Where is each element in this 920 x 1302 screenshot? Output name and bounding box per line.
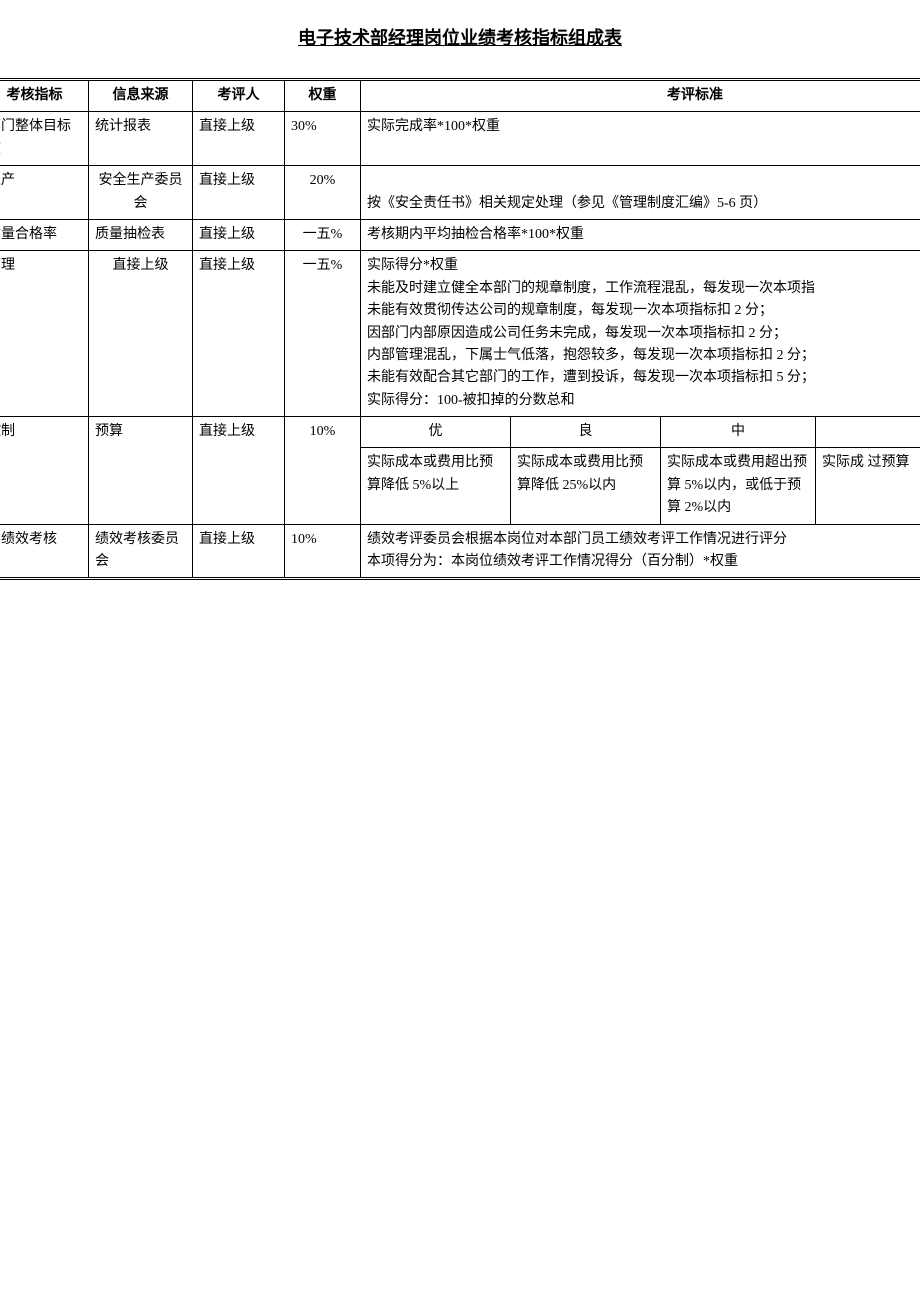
cell-source: 安全生产委员会	[89, 166, 193, 220]
cell-evaluator: 直接上级	[193, 251, 285, 417]
grade-header: 中	[661, 417, 816, 448]
cell-evaluator: 直接上级	[193, 524, 285, 579]
grade-desc: 实际成 过预算	[816, 448, 920, 524]
cell-indicator: 属绩效考核	[0, 524, 89, 579]
header-standard: 考评标准	[361, 80, 920, 112]
cell-weight: 一五%	[285, 251, 361, 417]
cell-weight: 一五%	[285, 219, 361, 250]
cell-standard: 按《安全责任书》相关规定处理（参见《管理制度汇编》5-6 页）	[361, 166, 920, 220]
cell-standard: 考核期内平均抽检合格率*100*权重	[361, 219, 920, 250]
standard-line: 本项得分为：本岗位绩效考评工作情况得分（百分制）*权重	[367, 554, 738, 569]
table-row: 控制 预算 直接上级 10% 优 良 中	[0, 417, 920, 448]
standard-line: 实际得分*权重	[367, 258, 458, 273]
cell-indicator: 管理	[0, 251, 89, 417]
cell-indicator: 质量合格率	[0, 219, 89, 250]
standard-line: 实际得分：100-被扣掉的分数总和	[367, 393, 575, 408]
header-indicator: 考核指标	[0, 80, 89, 112]
page-title: 电子技术部经理岗位业绩考核指标组成表	[0, 0, 920, 78]
cell-source: 直接上级	[89, 251, 193, 417]
cell-indicator: 部门整体目标 度	[0, 112, 89, 166]
table-row: 生产 安全生产委员会 直接上级 20% 按《安全责任书》相关规定处理（参见《管理…	[0, 166, 920, 220]
cell-source: 质量抽检表	[89, 219, 193, 250]
standard-line: 未能有效贯彻传达公司的规章制度，每发现一次本项指标扣 2 分；	[367, 303, 773, 318]
table-row: 质量合格率 质量抽检表 直接上级 一五% 考核期内平均抽检合格率*100*权重	[0, 219, 920, 250]
cell-evaluator: 直接上级	[193, 219, 285, 250]
grade-desc: 实际成本或费用比预算降低 25%以内	[511, 448, 661, 524]
header-source: 信息来源	[89, 80, 193, 112]
cell-evaluator: 直接上级	[193, 112, 285, 166]
assessment-table: 考核指标 信息来源 考评人 权重 考评标准 部门整体目标 度 统计报表 直接上级…	[0, 78, 920, 580]
table-row: 属绩效考核 绩效考核委员会 直接上级 10% 绩效考评委员会根据本岗位对本部门员…	[0, 524, 920, 579]
standard-line: 因部门内部原因造成公司任务未完成，每发现一次本项指标扣 2 分；	[367, 326, 787, 341]
cell-standard: 绩效考评委员会根据本岗位对本部门员工绩效考评工作情况进行评分 本项得分为：本岗位…	[361, 524, 920, 579]
cell-standard: 实际完成率*100*权重	[361, 112, 920, 166]
table-header-row: 考核指标 信息来源 考评人 权重 考评标准	[0, 80, 920, 112]
table-row: 部门整体目标 度 统计报表 直接上级 30% 实际完成率*100*权重	[0, 112, 920, 166]
header-evaluator: 考评人	[193, 80, 285, 112]
cell-source: 统计报表	[89, 112, 193, 166]
grade-header: 优	[361, 417, 511, 448]
grade-header: 良	[511, 417, 661, 448]
standard-line: 未能及时建立健全本部门的规章制度，工作流程混乱，每发现一次本项指	[367, 281, 815, 296]
cell-weight: 10%	[285, 524, 361, 579]
cell-weight: 20%	[285, 166, 361, 220]
grade-desc: 实际成本或费用超出预算 5%以内，或低于预算 2%以内	[661, 448, 816, 524]
header-weight: 权重	[285, 80, 361, 112]
cell-indicator: 生产	[0, 166, 89, 220]
standard-line: 内部管理混乱，下属士气低落，抱怨较多，每发现一次本项指标扣 2 分；	[367, 348, 815, 363]
cell-source: 绩效考核委员会	[89, 524, 193, 579]
cell-standard: 实际得分*权重 未能及时建立健全本部门的规章制度，工作流程混乱，每发现一次本项指…	[361, 251, 920, 417]
cell-evaluator: 直接上级	[193, 417, 285, 525]
standard-line: 绩效考评委员会根据本岗位对本部门员工绩效考评工作情况进行评分	[367, 532, 787, 547]
cell-weight: 10%	[285, 417, 361, 525]
standard-line: 未能有效配合其它部门的工作，遭到投诉，每发现一次本项指标扣 5 分；	[367, 370, 815, 385]
cell-weight: 30%	[285, 112, 361, 166]
table-row: 管理 直接上级 直接上级 一五% 实际得分*权重 未能及时建立健全本部门的规章制…	[0, 251, 920, 417]
table-container: 考核指标 信息来源 考评人 权重 考评标准 部门整体目标 度 统计报表 直接上级…	[0, 78, 920, 580]
cell-source: 预算	[89, 417, 193, 525]
grade-header	[816, 417, 920, 448]
cell-indicator: 控制	[0, 417, 89, 525]
grade-desc: 实际成本或费用比预算降低 5%以上	[361, 448, 511, 524]
cell-evaluator: 直接上级	[193, 166, 285, 220]
